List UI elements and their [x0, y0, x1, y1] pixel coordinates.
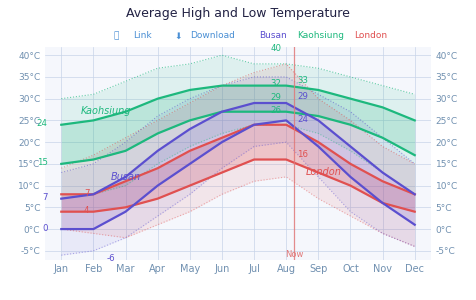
- Text: Kaohsiung: Kaohsiung: [80, 106, 131, 116]
- Text: 7: 7: [84, 189, 89, 198]
- Text: 26: 26: [270, 106, 281, 115]
- Text: ⬇: ⬇: [175, 32, 182, 40]
- Text: London: London: [306, 167, 341, 177]
- Text: 29: 29: [298, 92, 308, 101]
- Text: Now: Now: [285, 250, 303, 259]
- Text: London: London: [355, 32, 388, 40]
- Text: 24: 24: [37, 119, 48, 128]
- Text: 16: 16: [298, 150, 308, 159]
- Text: 29: 29: [270, 93, 281, 102]
- Text: 40: 40: [270, 44, 281, 53]
- Text: Kaohsiung: Kaohsiung: [298, 32, 345, 40]
- Text: 33: 33: [298, 76, 308, 85]
- Text: Busan: Busan: [111, 172, 141, 182]
- Text: 4: 4: [84, 206, 89, 215]
- Text: -6: -6: [107, 254, 115, 263]
- Text: 0: 0: [42, 224, 48, 233]
- Text: 32: 32: [270, 79, 281, 88]
- Text: Average High and Low Temperature: Average High and Low Temperature: [126, 8, 350, 20]
- Text: 15: 15: [37, 158, 48, 167]
- Text: 7: 7: [42, 193, 48, 202]
- Text: 🔗: 🔗: [114, 32, 119, 40]
- Text: 24: 24: [298, 115, 308, 124]
- Text: Download: Download: [190, 32, 235, 40]
- Text: Busan: Busan: [259, 32, 287, 40]
- Text: Link: Link: [133, 32, 152, 40]
